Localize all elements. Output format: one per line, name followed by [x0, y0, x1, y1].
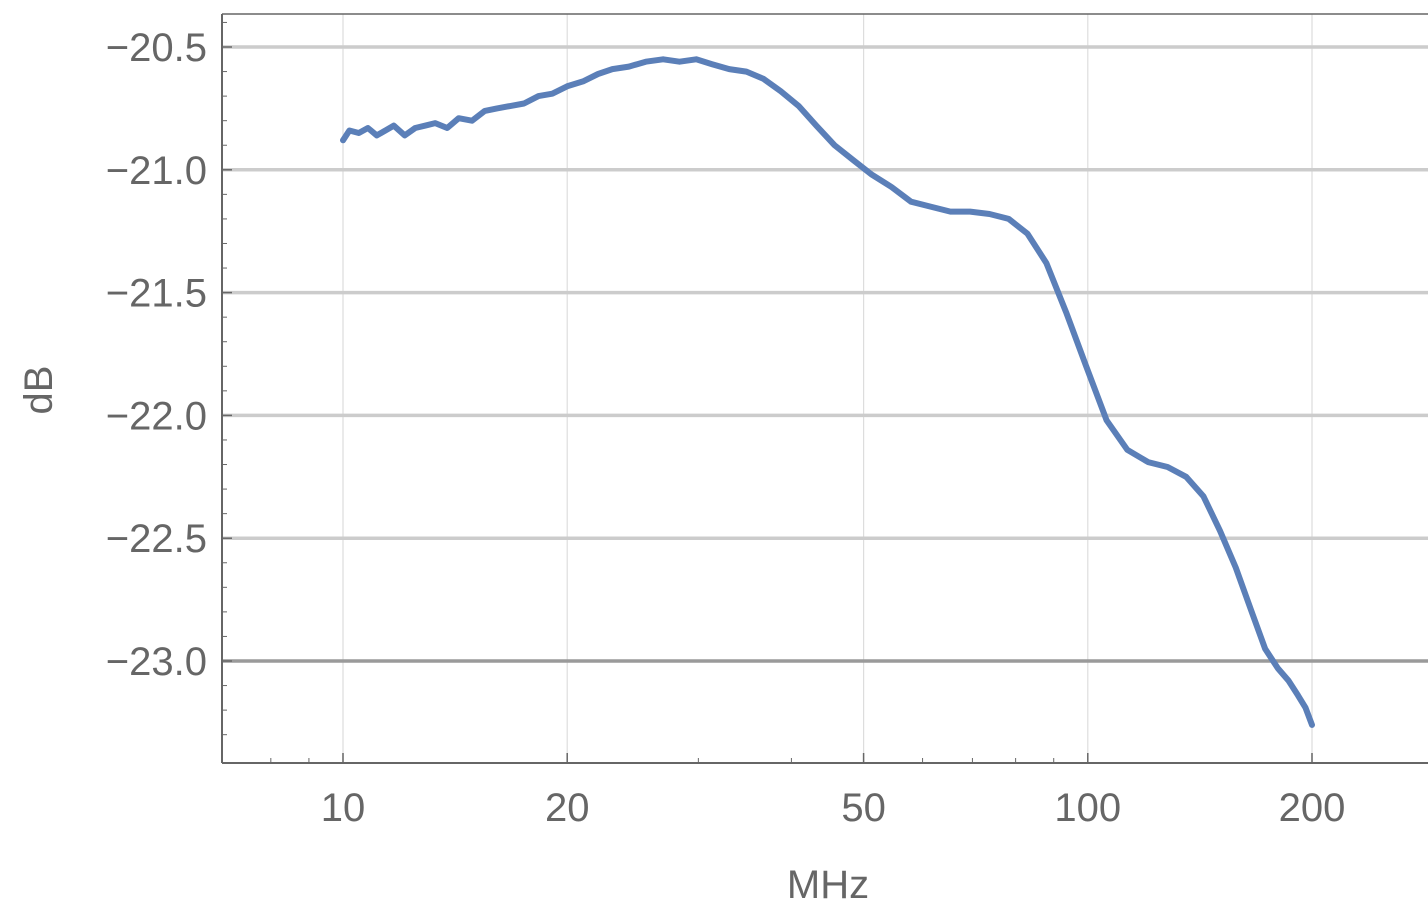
tick-marks [222, 21, 1313, 763]
series-group [340, 56, 1315, 728]
plot-frame [221, 13, 1428, 764]
y-tick-label: −22.0 [106, 394, 207, 438]
x-axis-title: MHz [787, 863, 869, 907]
y-tick-label: −20.5 [106, 26, 207, 70]
grid [222, 14, 1428, 763]
y-tick-label: −21.0 [106, 149, 207, 193]
y-tick-label: −22.5 [106, 517, 207, 561]
x-tick-label: 50 [841, 786, 886, 830]
y-tick-labels: −20.5 −21.0 −21.5 −22.0 −22.5 −23.0 [106, 26, 207, 684]
y-tick-label: −23.0 [106, 640, 207, 684]
y-tick-label: −21.5 [106, 272, 207, 316]
x-tick-labels: 10 20 50 100 200 [321, 786, 1346, 830]
y-axis-title: dB [17, 366, 61, 415]
series-line-0 [340, 56, 1315, 728]
x-tick-label: 100 [1054, 786, 1121, 830]
x-tick-label: 20 [545, 786, 590, 830]
x-tick-label: 10 [321, 786, 366, 830]
x-tick-label: 200 [1279, 786, 1346, 830]
